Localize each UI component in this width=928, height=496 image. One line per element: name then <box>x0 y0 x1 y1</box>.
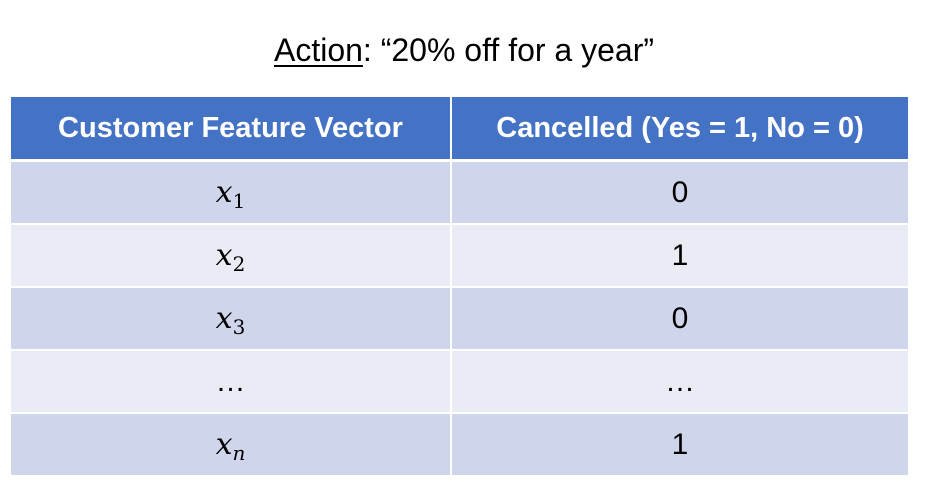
variable-symbol: x <box>215 175 233 210</box>
variable-symbol: x <box>215 301 233 336</box>
feature-vector-cell: x2 <box>11 224 452 288</box>
title-text: “20% off for a year” <box>380 32 655 68</box>
variable-subscript: 3 <box>232 315 246 339</box>
cancelled-cell: 0 <box>451 160 908 225</box>
variable-symbol: x <box>215 238 233 273</box>
feature-vector-cell: xn <box>11 413 452 477</box>
cancelled-cell: … <box>451 350 908 414</box>
feature-vector-cell: x1 <box>11 160 452 225</box>
results-table: Customer Feature Vector Cancelled (Yes =… <box>11 97 908 477</box>
title-label: Action <box>273 32 363 68</box>
table-row: x2 1 <box>11 224 908 288</box>
feature-vector-cell: x3 <box>11 287 452 351</box>
header-feature-vector: Customer Feature Vector <box>11 97 452 162</box>
variable-symbol: x <box>215 427 233 462</box>
table-row: x3 0 <box>11 287 908 351</box>
variable-subscript: 1 <box>232 189 246 213</box>
variable-subscript: n <box>232 441 246 465</box>
cancelled-cell: 0 <box>451 287 908 351</box>
variable-subscript: 2 <box>232 252 246 276</box>
vector-variable: x2 <box>215 238 246 276</box>
header-row: Customer Feature Vector Cancelled (Yes =… <box>11 97 908 162</box>
feature-vector-cell: … <box>11 350 452 414</box>
vector-variable: x3 <box>215 301 246 339</box>
header-cancelled: Cancelled (Yes = 1, No = 0) <box>451 97 908 162</box>
vector-variable: x1 <box>215 175 246 213</box>
table-row: xn 1 <box>11 413 908 477</box>
vector-variable: xn <box>215 427 246 465</box>
cancelled-cell: 1 <box>451 413 908 477</box>
table-row: … … <box>11 350 908 414</box>
table-row: x1 0 <box>11 160 908 225</box>
title-separator: : <box>362 32 381 68</box>
slide-title: Action: “20% off for a year” <box>0 30 928 70</box>
cancelled-cell: 1 <box>451 224 908 288</box>
